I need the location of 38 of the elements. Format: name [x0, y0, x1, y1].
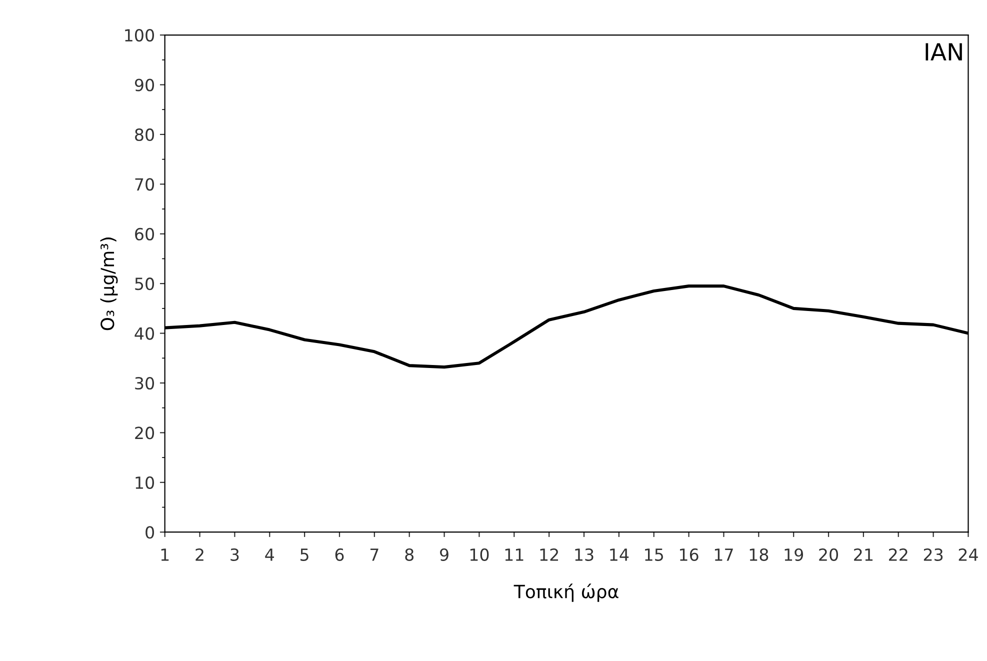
y-tick-label: 90 — [134, 78, 154, 92]
x-tick-label: 5 — [300, 548, 308, 561]
x-tick-label: 14 — [610, 548, 629, 561]
x-tick-label: 10 — [470, 548, 489, 561]
annotation: IAN — [926, 43, 962, 60]
x-tick-label: 20 — [819, 548, 838, 561]
y-axis-title: O₃ (μg/m³) — [100, 238, 118, 330]
x-tick-label: 18 — [750, 548, 768, 561]
x-tick-label: 1 — [161, 548, 169, 561]
x-tick-label: 22 — [889, 548, 908, 561]
x-axis-title: Τοπική ώρα — [514, 584, 618, 602]
x-tick-label: 2 — [196, 548, 204, 561]
x-tick-label: 13 — [575, 548, 594, 561]
x-tick-label: 23 — [924, 548, 943, 561]
y-tick-label: 60 — [135, 228, 154, 240]
y-tick-label: 30 — [135, 376, 154, 390]
x-tick-label: 21 — [854, 548, 873, 561]
x-tick-label: 12 — [540, 548, 558, 561]
x-tick-label: 8 — [405, 548, 414, 561]
x-tick-label: 11 — [505, 548, 524, 561]
y-tick-label: 10 — [136, 476, 154, 489]
x-tick-label: 15 — [645, 548, 664, 561]
x-tick-label: 17 — [714, 548, 733, 561]
x-tick-label: 3 — [230, 548, 239, 561]
y-tick-label: 100 — [125, 28, 154, 42]
y-tick-label: 0 — [146, 526, 154, 539]
x-tick-label: 6 — [335, 548, 344, 561]
x-tick-label: 19 — [784, 548, 804, 561]
x-tick-label: 16 — [680, 548, 698, 561]
x-tick-label: 7 — [370, 548, 378, 561]
y-tick-label: 40 — [134, 327, 154, 340]
x-tick-label: 24 — [958, 548, 978, 561]
y-tick-label: 80 — [135, 128, 154, 142]
x-tick-label: 9 — [440, 548, 448, 561]
y-tick-label: 20 — [135, 426, 154, 440]
y-tick-label: 50 — [135, 278, 154, 290]
y-tick-label: 70 — [135, 178, 154, 191]
x-tick-label: 4 — [265, 548, 274, 561]
